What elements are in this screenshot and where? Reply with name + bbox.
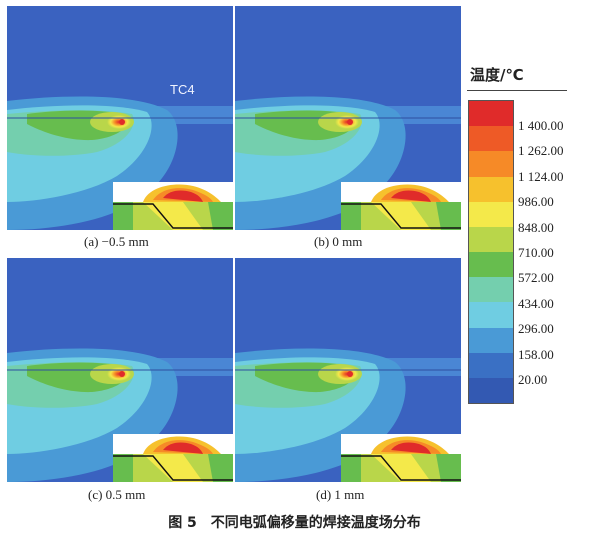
caption-c: (c) 0.5 mm bbox=[88, 487, 146, 502]
figure-title: 图 5 不同电弧偏移量的焊接温度场分布 bbox=[168, 515, 421, 531]
legend-tick-label: 20.00 bbox=[518, 372, 548, 387]
legend-tick-label: 1 124.00 bbox=[518, 168, 564, 184]
legend-swatch bbox=[469, 277, 513, 303]
material-label: TC4 bbox=[170, 82, 195, 97]
legend-tick-label: 296.00 bbox=[518, 321, 554, 337]
panel-c bbox=[7, 258, 233, 482]
legend-swatch bbox=[469, 101, 513, 127]
legend-swatch bbox=[469, 201, 513, 228]
temperature-field-a: TC4 bbox=[7, 6, 233, 230]
legend-title: 温度/℃ bbox=[470, 66, 524, 84]
legend-swatch bbox=[469, 327, 513, 354]
temperature-field-d bbox=[235, 258, 461, 482]
legend-swatch bbox=[469, 302, 513, 328]
temperature-field-b bbox=[235, 6, 461, 230]
legend-swatch bbox=[469, 252, 513, 278]
legend-tick-label: 1 400.00 bbox=[518, 118, 564, 133]
legend-swatch bbox=[469, 126, 513, 152]
legend-tick-label: 572.00 bbox=[518, 270, 554, 286]
legend-tick-label: 986.00 bbox=[518, 194, 554, 210]
legend-swatch bbox=[469, 377, 513, 404]
legend-tick-label: 158.00 bbox=[518, 346, 554, 362]
legend-tick-label: 848.00 bbox=[518, 219, 554, 235]
legend-tick-label: 710.00 bbox=[518, 245, 554, 260]
legend-swatch bbox=[469, 176, 513, 203]
temperature-field-c bbox=[7, 258, 233, 482]
legend-swatch bbox=[469, 151, 513, 177]
legend-swatch bbox=[469, 352, 513, 379]
caption-b: (b) 0 mm bbox=[314, 234, 363, 249]
legend-tick-label: 1 262.00 bbox=[518, 143, 564, 159]
panel-b bbox=[235, 6, 461, 230]
panel-d bbox=[235, 258, 461, 482]
caption-d: (d) 1 mm bbox=[316, 487, 365, 502]
panel-a: TC4 bbox=[7, 6, 233, 230]
legend-swatch bbox=[469, 226, 513, 253]
legend-tick-label: 434.00 bbox=[518, 295, 554, 311]
caption-a: (a) −0.5 mm bbox=[84, 234, 149, 249]
color-scale-bar bbox=[468, 100, 514, 404]
legend-divider bbox=[467, 90, 567, 91]
